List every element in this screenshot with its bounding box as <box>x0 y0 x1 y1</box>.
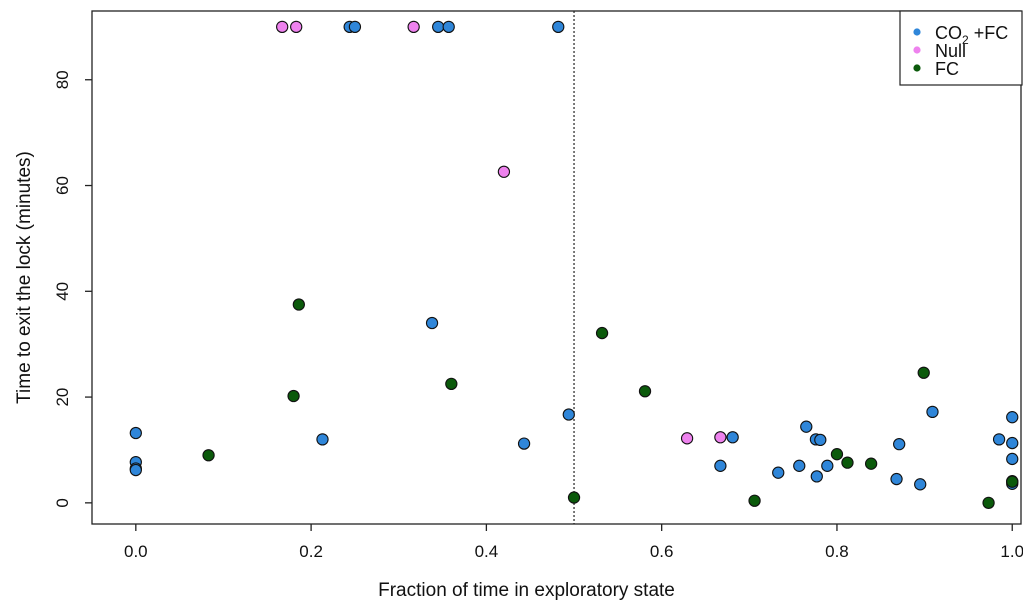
data-point <box>129 463 142 477</box>
data-point <box>567 491 581 504</box>
legend-marker <box>913 46 921 54</box>
legend-marker <box>913 64 921 72</box>
data-point <box>316 433 329 446</box>
data-points <box>129 20 1019 509</box>
data-point <box>917 366 930 379</box>
legend-marker <box>913 28 921 36</box>
data-point <box>992 433 1006 446</box>
data-point <box>841 456 854 469</box>
data-point <box>287 389 300 403</box>
data-point <box>926 405 939 419</box>
data-point <box>497 165 511 178</box>
data-point <box>432 20 445 34</box>
plot-frame <box>91 10 1022 525</box>
data-point <box>726 431 739 444</box>
data-point <box>129 426 142 440</box>
data-point <box>290 20 303 34</box>
legend-box <box>899 10 1023 86</box>
y-tick-label: 40 <box>53 282 72 301</box>
x-tick-label: 1.0 <box>1000 542 1023 561</box>
data-point <box>552 20 565 34</box>
x-tick-label: 0.4 <box>475 542 499 561</box>
data-point <box>445 377 458 391</box>
legend-label: FC <box>935 59 959 79</box>
x-tick-label: 0.8 <box>825 542 849 561</box>
data-point <box>1006 475 1019 488</box>
data-point <box>814 433 827 447</box>
data-point <box>714 431 727 444</box>
data-point <box>517 437 531 450</box>
data-point <box>748 494 761 507</box>
data-point <box>292 298 305 311</box>
data-point <box>800 420 813 433</box>
axes: 0.0 0.2 0.4 0.6 0.8 1.0 0 20 40 60 80 Fraction of t… <box>14 10 1023 601</box>
data-point <box>810 470 823 483</box>
data-point <box>893 437 906 451</box>
y-tick-label: 0 <box>53 498 72 507</box>
data-point <box>276 20 289 34</box>
data-point <box>425 316 439 330</box>
data-point <box>202 449 215 462</box>
series-group <box>276 20 727 445</box>
legend-label: CO2 +FC <box>935 23 1008 47</box>
y-axis-title: Time to exit the lock (minutes) <box>14 151 35 404</box>
data-point <box>821 459 834 472</box>
data-point <box>1006 411 1019 424</box>
data-point <box>442 20 455 34</box>
y-tick-label: 80 <box>53 70 72 89</box>
series-group <box>202 298 1019 509</box>
legend-label: Null <box>935 41 966 61</box>
y-tick-label: 20 <box>53 388 72 407</box>
data-point <box>1006 436 1019 450</box>
x-axis-title: Fraction of time in exploratory state <box>378 580 675 601</box>
data-point <box>793 459 806 472</box>
x-tick-label: 0.2 <box>299 542 323 561</box>
data-point <box>982 496 995 509</box>
data-point <box>562 408 575 421</box>
data-point <box>595 326 609 340</box>
data-point <box>638 385 652 398</box>
y-tick-label: 60 <box>53 176 72 195</box>
data-point <box>890 472 903 486</box>
data-point <box>348 20 362 34</box>
data-point <box>680 432 694 445</box>
x-tick-label: 0.6 <box>650 542 674 561</box>
data-point <box>407 20 420 34</box>
data-point <box>772 466 785 479</box>
data-point <box>1006 452 1019 466</box>
data-point <box>914 478 927 491</box>
data-point <box>864 457 878 470</box>
data-point <box>714 459 727 472</box>
x-tick-label: 0.0 <box>124 542 148 561</box>
data-point <box>830 448 844 461</box>
